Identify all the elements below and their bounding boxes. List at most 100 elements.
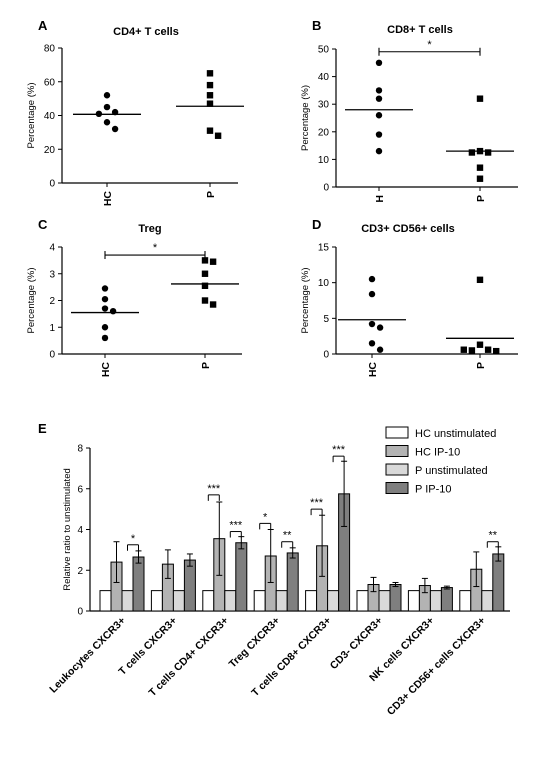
y-tick-label: 80 [44,44,56,55]
bar [440,587,453,612]
significance-label: *** [229,520,243,532]
data-point [206,70,214,77]
significance-label: * [263,511,268,523]
data-point [376,346,384,353]
data-point [201,282,209,289]
significance-label: *** [207,483,221,495]
y-tick-label: 40 [318,72,330,83]
bar [121,590,134,612]
data-point [209,301,217,308]
data-point [368,340,376,347]
legend-swatch [385,426,409,439]
y-tick-label: 1 [49,323,55,334]
panel-letter: D [312,217,321,232]
y-axis-label: Percentage (%) [300,85,311,151]
y-tick-label: 0 [77,607,83,618]
bar [429,590,442,612]
legend-label: P IP-10 [415,484,452,496]
data-point [476,164,484,171]
legend-swatch [385,482,409,494]
panel-title: CD8+ T cells [387,24,453,36]
y-tick-label: 8 [77,444,83,455]
y-tick-label: 0 [323,350,329,361]
data-point [201,257,209,264]
data-point [101,305,109,312]
x-tick-label: CD3+ CD56+ cells CXCR3+ [385,615,488,718]
y-tick-label: 20 [318,127,330,138]
y-tick-label: 10 [318,278,330,289]
x-tick-label: Leukocytes CXCR3+ [47,615,128,696]
significance-label: ** [489,530,498,542]
legend-label: HC IP-10 [415,447,460,459]
y-tick-label: 40 [44,111,56,122]
data-point [476,175,484,182]
y-axis-label: Relative ratio to unstimulated [62,468,73,591]
bar [183,559,196,612]
legend-swatch [385,445,409,457]
data-point [476,95,484,102]
x-tick-label: CD3- CXCR3+ [328,615,385,672]
x-tick-label: P [205,191,217,198]
y-tick-label: 2 [49,296,55,307]
y-tick-label: 2 [77,566,83,577]
significance-label: ** [283,530,292,542]
legend-label: HC unstimulated [415,428,496,440]
bar [407,590,420,612]
bar [132,556,145,612]
y-tick-label: 50 [318,45,330,56]
data-point [103,92,111,99]
significance-label: * [427,39,432,51]
data-point [375,147,383,155]
significance-label: *** [332,444,346,456]
significance-label: * [153,242,158,254]
panel-title: CD3+ CD56+ cells [361,223,455,235]
data-point [368,290,376,298]
x-tick-label: P [200,362,212,369]
data-point [368,275,376,283]
x-tick-label: P [475,195,487,202]
data-point [111,125,119,133]
data-point [214,132,222,139]
bar [99,590,112,612]
data-point [460,346,467,353]
panel-title: Treg [138,223,161,235]
data-point [101,324,109,331]
data-point [375,59,383,66]
data-point [493,347,500,355]
y-tick-label: 10 [318,155,330,166]
legend-swatch [385,463,409,476]
data-point [375,131,383,138]
data-point [206,100,214,107]
panel-letter: B [312,18,321,33]
x-tick-label: P [475,362,487,369]
data-point [206,81,214,89]
data-point [484,346,492,353]
data-point [101,285,109,292]
y-axis-label: Percentage (%) [300,267,311,333]
y-tick-label: 0 [49,179,55,190]
bar [253,590,266,612]
x-tick-label: Treg CXCR3+ [227,615,283,671]
significance-label: *** [310,497,324,509]
data-point [201,297,209,304]
bar [481,590,494,612]
data-point [375,112,383,119]
data-point [375,87,383,94]
y-tick-label: 5 [323,314,329,325]
data-point [209,258,217,265]
bar [275,590,288,612]
x-tick-label: HC [367,362,379,378]
data-point [101,295,109,303]
y-tick-label: 15 [318,243,330,254]
data-point [468,347,476,354]
y-axis-label: Percentage (%) [26,267,37,333]
y-tick-label: 30 [318,100,330,111]
data-point [201,270,209,277]
bar [286,552,299,612]
bar [378,590,391,612]
y-tick-label: 0 [323,183,329,194]
y-tick-label: 6 [77,484,83,495]
significance-label: * [131,533,136,545]
y-tick-label: 20 [44,145,56,156]
